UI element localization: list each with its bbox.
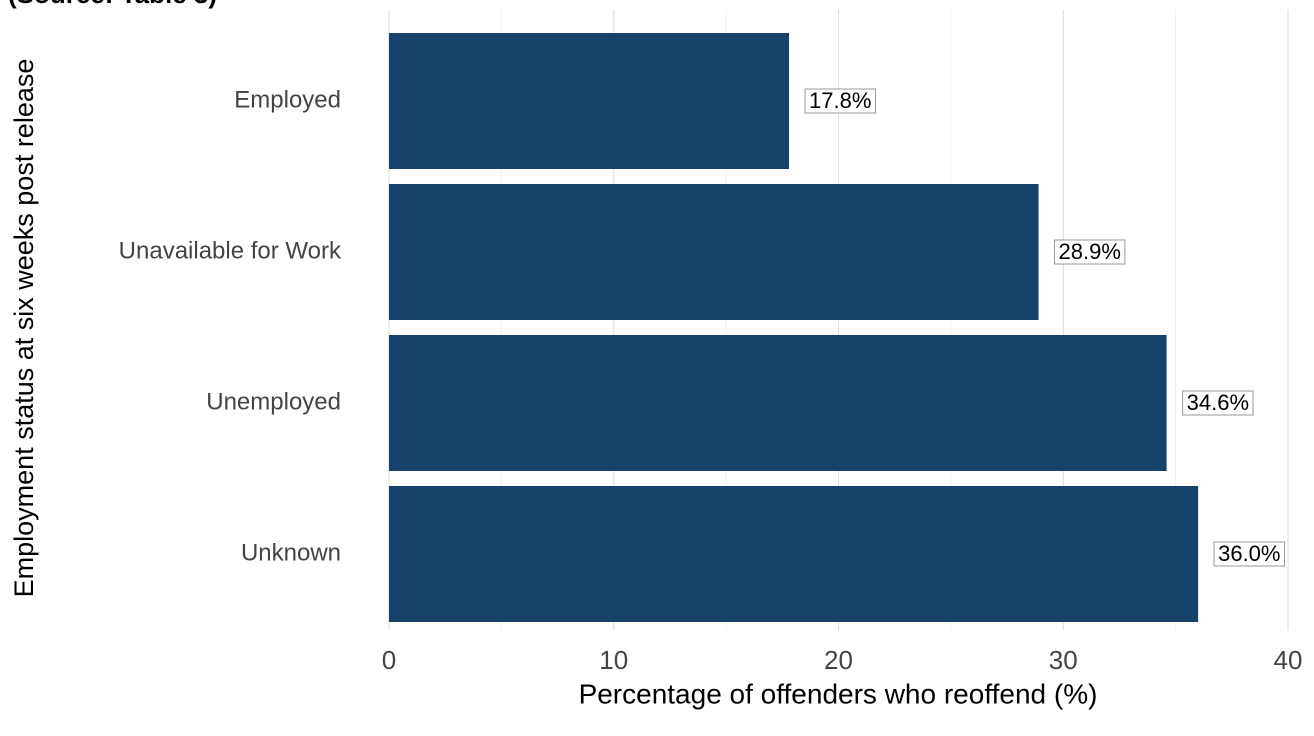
x-tick-label: 40 bbox=[1274, 645, 1303, 675]
y-tick-label: Employed bbox=[234, 86, 341, 113]
value-label: 34.6% bbox=[1187, 390, 1249, 415]
bar bbox=[389, 184, 1039, 320]
y-tick-label: Unavailable for Work bbox=[119, 237, 342, 264]
x-tick-label: 10 bbox=[599, 645, 628, 675]
y-tick-label: Unknown bbox=[241, 539, 341, 566]
bar bbox=[389, 486, 1199, 622]
value-label: 36.0% bbox=[1218, 541, 1280, 566]
value-label-box bbox=[804, 88, 876, 114]
value-label-box bbox=[1213, 541, 1285, 567]
y-axis-title: Employment status at six weeks post rele… bbox=[9, 59, 39, 598]
bar bbox=[389, 33, 790, 169]
value-label-box bbox=[1054, 239, 1126, 265]
value-label: 17.8% bbox=[809, 88, 871, 113]
subtitle: (Source: Table 3) bbox=[8, 0, 217, 9]
value-label: 28.9% bbox=[1059, 239, 1121, 264]
value-label-box bbox=[1182, 390, 1254, 416]
bar bbox=[389, 335, 1167, 471]
x-axis-title: Percentage of offenders who reoffend (%) bbox=[579, 678, 1098, 709]
y-tick-label: Unemployed bbox=[206, 388, 341, 415]
x-tick-label: 0 bbox=[382, 645, 396, 675]
x-tick-label: 30 bbox=[1049, 645, 1078, 675]
x-tick-label: 20 bbox=[824, 645, 853, 675]
